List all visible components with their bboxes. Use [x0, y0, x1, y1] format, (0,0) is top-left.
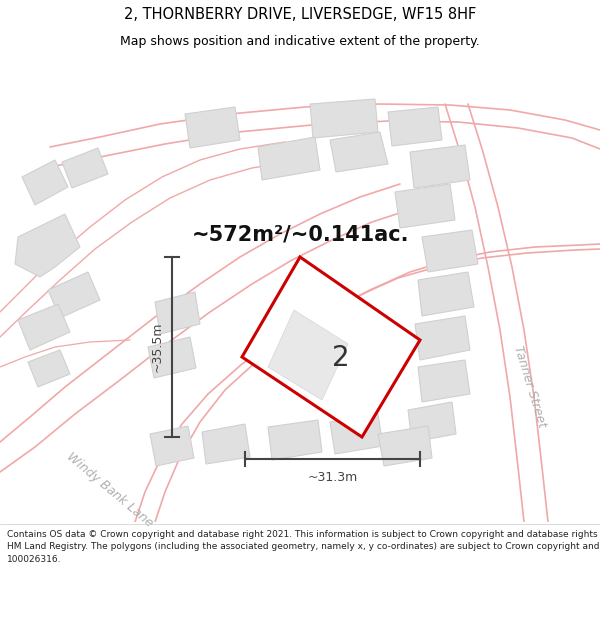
Polygon shape: [418, 272, 474, 316]
Text: Map shows position and indicative extent of the property.: Map shows position and indicative extent…: [120, 35, 480, 48]
Polygon shape: [48, 272, 100, 318]
Polygon shape: [202, 424, 250, 464]
Polygon shape: [155, 292, 200, 334]
Text: ~35.5m: ~35.5m: [151, 322, 164, 372]
Polygon shape: [422, 230, 478, 272]
Polygon shape: [258, 137, 320, 180]
Polygon shape: [268, 310, 348, 400]
Polygon shape: [388, 107, 442, 146]
Polygon shape: [378, 426, 432, 466]
Text: 2: 2: [332, 344, 350, 372]
Polygon shape: [18, 304, 70, 350]
Polygon shape: [310, 99, 378, 138]
Text: ~31.3m: ~31.3m: [307, 471, 358, 484]
Polygon shape: [330, 414, 383, 454]
Text: Tanner Street: Tanner Street: [511, 344, 548, 429]
Polygon shape: [22, 160, 68, 205]
Polygon shape: [150, 426, 194, 466]
Text: Windy Bank Lane: Windy Bank Lane: [64, 450, 156, 530]
Polygon shape: [28, 350, 70, 387]
Polygon shape: [410, 145, 470, 188]
Polygon shape: [415, 316, 470, 360]
Text: 2, THORNBERRY DRIVE, LIVERSEDGE, WF15 8HF: 2, THORNBERRY DRIVE, LIVERSEDGE, WF15 8H…: [124, 7, 476, 22]
Polygon shape: [15, 214, 80, 277]
Polygon shape: [62, 148, 108, 188]
Polygon shape: [242, 257, 420, 437]
Polygon shape: [330, 132, 388, 172]
Polygon shape: [268, 420, 322, 460]
Polygon shape: [148, 337, 196, 378]
Polygon shape: [185, 107, 240, 148]
Text: Contains OS data © Crown copyright and database right 2021. This information is : Contains OS data © Crown copyright and d…: [7, 530, 600, 564]
Polygon shape: [395, 184, 455, 228]
Text: ~572m²/~0.141ac.: ~572m²/~0.141ac.: [192, 225, 409, 245]
Polygon shape: [408, 402, 456, 442]
Polygon shape: [418, 360, 470, 402]
